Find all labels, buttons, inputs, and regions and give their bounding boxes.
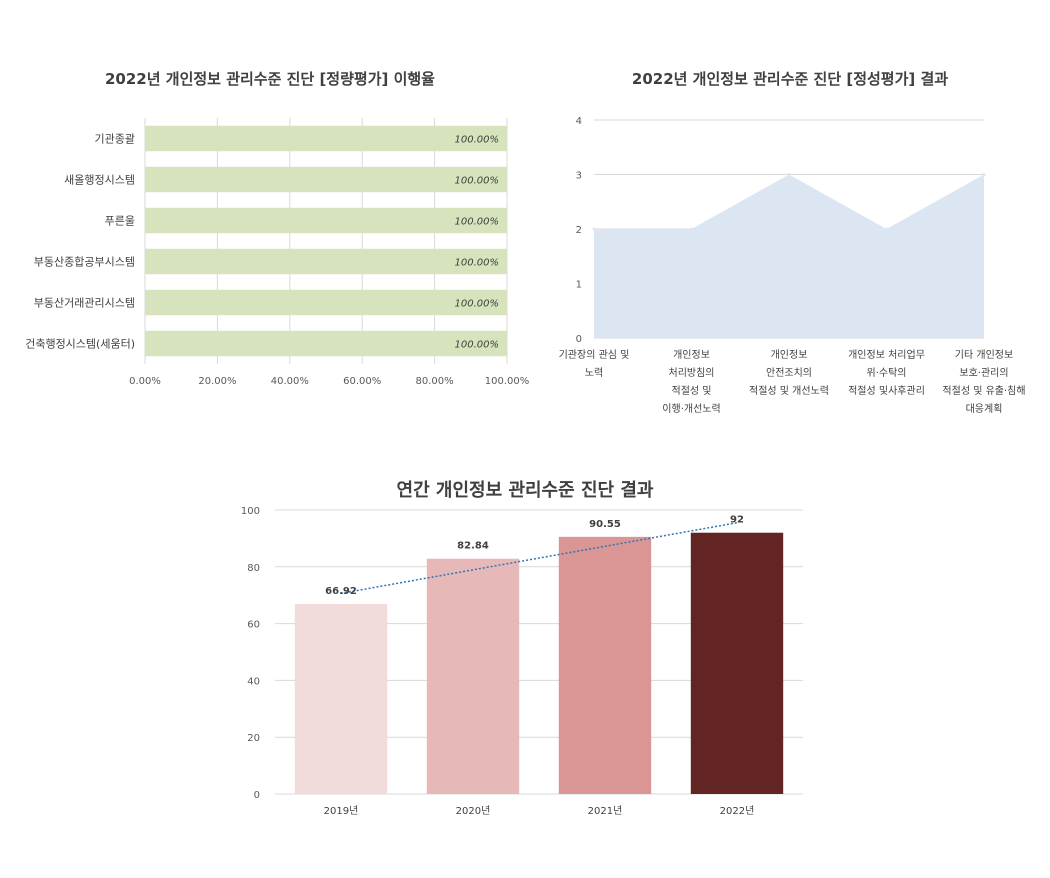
data-label: 100.00% xyxy=(455,258,500,269)
x-tick-label: 0.00% xyxy=(129,376,161,387)
data-point xyxy=(690,227,693,231)
bar xyxy=(145,289,507,316)
y-tick-label: 100 xyxy=(241,506,260,517)
x-category-label: 2020년 xyxy=(456,805,491,817)
chart-annual-plot: 0 20 40 60 80 100 2019년 2020년 2021년 2022년 66.92 82.… xyxy=(241,506,803,817)
x-category-label-line: 적절성 및사후관리 xyxy=(848,384,925,397)
y-tick-label: 80 xyxy=(247,563,260,574)
data-label: 100.00% xyxy=(455,135,500,146)
x-tick-label: 80.00% xyxy=(416,376,454,387)
chart-title: 2022년 개인정보 관리수준 진단 [정량평가] 이행율 xyxy=(105,70,435,88)
x-category-label-line: 노력 xyxy=(585,367,603,379)
y-category-label: 부동산거래관리시스템 xyxy=(34,297,135,310)
data-point xyxy=(982,173,986,176)
x-category-label-line: 처리방침의 xyxy=(669,367,715,379)
y-tick-label: 0 xyxy=(254,790,260,801)
bar xyxy=(294,603,388,794)
data-label: 92 xyxy=(730,515,744,526)
y-tick-label: 2 xyxy=(576,225,582,236)
area-series xyxy=(594,174,984,338)
y-tick-label: 40 xyxy=(247,676,260,687)
chart-title: 2022년 개인정보 관리수준 진단 [정성평가] 결과 xyxy=(631,70,949,88)
bar xyxy=(558,536,652,794)
x-category-label: 2022년 xyxy=(720,805,755,817)
bar xyxy=(690,532,784,794)
data-label: 100.00% xyxy=(455,217,500,228)
y-category-label: 새올행정시스템 xyxy=(64,174,135,187)
x-category-label-line: 적절성 및 xyxy=(672,384,712,397)
chart-quantitative-plot: 0.00% 20.00% 40.00% 60.00% 80.00% 100.00% 기관종괄… xyxy=(25,118,530,387)
data-label: 90.55 xyxy=(589,519,621,530)
data-label: 66.92 xyxy=(325,586,357,597)
data-label: 100.00% xyxy=(455,340,500,351)
x-tick-label: 20.00% xyxy=(198,376,236,387)
bar xyxy=(145,125,507,152)
x-tick-label: 100.00% xyxy=(485,376,530,387)
bar xyxy=(145,166,507,193)
x-category-label-line: 적절성 및 유출·침해 xyxy=(942,384,1025,397)
x-category-label-line: 이행·개선노력 xyxy=(662,403,720,415)
x-category-label-line: 기관장의 관심 및 xyxy=(559,349,630,361)
y-tick-label: 0 xyxy=(576,334,582,345)
y-tick-label: 60 xyxy=(247,620,260,631)
x-category-label-line: 위·수탁의 xyxy=(867,366,907,379)
chart-annual: 연간 개인정보 관리수준 진단 결과 0 20 40 60 80 100 2019년 2020… xyxy=(230,470,820,830)
bar xyxy=(145,248,507,275)
chart-title: 연간 개인정보 관리수준 진단 결과 xyxy=(396,480,654,501)
x-tick-label: 60.00% xyxy=(343,376,381,387)
bar xyxy=(426,558,520,794)
x-category-label: 2021년 xyxy=(588,805,623,817)
x-category-label: 2019년 xyxy=(324,805,359,817)
y-category-label: 기관종괄 xyxy=(95,133,135,146)
y-tick-label: 1 xyxy=(576,280,582,291)
y-category-label: 건축행정시스템(세움터) xyxy=(25,338,135,351)
data-point xyxy=(592,227,596,231)
chart-qualitative: 2022년 개인정보 관리수준 진단 [정성평가] 결과 0 1 2 3 4 기관장의 관… xyxy=(540,60,1040,420)
y-category-label: 푸른울 xyxy=(105,215,135,228)
x-tick-label: 40.00% xyxy=(271,376,309,387)
x-category-label-line: 안전조치의 xyxy=(766,367,812,379)
data-point xyxy=(787,173,791,176)
chart-quantitative: 2022년 개인정보 관리수준 진단 [정량평가] 이행율 0.00% 20.00… xyxy=(10,60,530,400)
x-category-label-line: 개인정보 xyxy=(673,349,710,361)
x-category-label-line: 개인정보 처리업무 xyxy=(848,348,925,361)
x-category-label-line: 기타 개인정보 xyxy=(955,349,1013,361)
y-category-label: 부동산종합공부시스템 xyxy=(34,256,135,269)
data-point xyxy=(885,227,888,231)
x-category-label-line: 개인정보 xyxy=(771,349,808,361)
data-label: 82.84 xyxy=(457,541,489,552)
trendline xyxy=(340,521,738,595)
bar xyxy=(145,207,507,234)
y-tick-label: 4 xyxy=(576,116,582,127)
x-category-label-line: 적절성 및 개선노력 xyxy=(749,384,829,397)
x-category-label-line: 보호·관리의 xyxy=(959,367,1008,379)
data-label: 100.00% xyxy=(455,176,500,187)
bar xyxy=(145,330,507,357)
x-category-label-line: 대응계획 xyxy=(966,403,1003,415)
y-tick-label: 3 xyxy=(576,171,582,182)
y-tick-label: 20 xyxy=(247,733,260,744)
data-label: 100.00% xyxy=(455,299,500,310)
